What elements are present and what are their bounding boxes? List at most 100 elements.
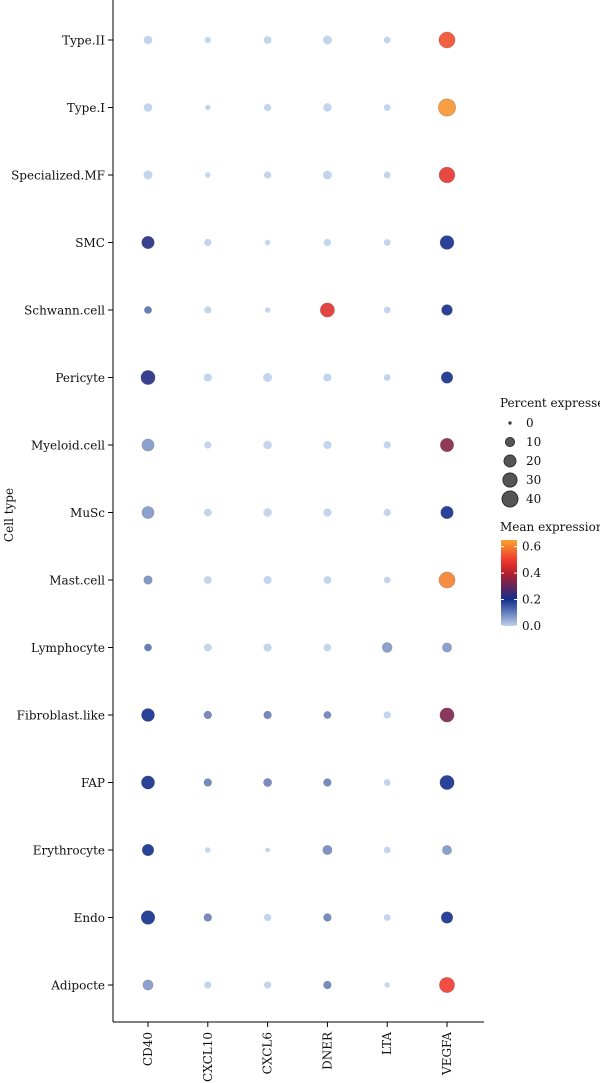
size-legend-label: 20 [526,454,541,468]
x-tick-label: CXCL10 [201,1032,215,1082]
dot-lymphocyte-cxcl10 [203,643,212,652]
y-tick-label: Myeloid.cell [31,439,105,453]
dot-adipocte-dner [323,980,332,990]
dot-pericyte-cxcl6 [263,373,273,382]
dot-endo-cxcl6 [263,913,272,922]
x-axis-ticks: CD40 CXCL10 CXCL6 DNER LTA VEGFA [141,1022,454,1082]
dot-fap-cd40 [141,775,155,790]
x-tick-label: DNER [320,1031,334,1070]
dot-specialized-mf-cxcl10 [205,172,211,178]
dot-schwann-cell-lta [383,306,391,314]
dot-type-ii-vegfa [438,31,456,49]
x-tick-label: LTA [380,1032,394,1055]
dot-type-i-cxcl10 [205,104,211,111]
dot-erythrocyte-cd40 [141,843,155,857]
size-legend-label: 40 [526,492,541,506]
size-legend: Percent expressed 0 10 20 30 40 [500,396,600,508]
dot-musc-cxcl10 [203,508,212,517]
dot-mast-cell-vegfa [438,571,456,589]
dot-type-i-vegfa [438,98,456,117]
y-tick-label: MuSc [70,506,105,520]
y-tick-label: Endo [74,911,105,925]
dot-smc-cd40 [141,235,155,250]
dot-type-i-dner [323,103,332,112]
dot-musc-cd40 [141,506,155,519]
dot-mast-cell-cd40 [143,575,153,585]
plot-area: Type.II Type.I Specialized.MF SMC Schwann.ce… [11,0,484,1082]
size-legend-label: 10 [526,435,541,449]
y-tick-label: Lymphocyte [31,641,105,655]
color-legend: Mean expression 0.0 0.2 0.4 0.6 [500,520,600,633]
dot-lymphocyte-lta [381,642,393,653]
color-legend-title: Mean expression [500,520,600,534]
dot-erythrocyte-cxcl6 [265,847,270,853]
y-tick-label: SMC [75,236,105,250]
dot-mast-cell-dner [323,576,332,584]
dot-mast-cell-lta [383,576,391,584]
dot-smc-cxcl10 [204,238,212,247]
y-axis-ticks: Type.II Type.I Specialized.MF SMC Schwann.ce… [11,34,113,993]
dot-adipocte-cxcl10 [204,981,212,989]
size-legend-items: 0 10 20 30 40 [501,416,541,508]
dot-fibroblast-like-cd40 [141,708,155,722]
dot-schwann-cell-cxcl6 [264,307,271,313]
dot-type-ii-cxcl6 [263,36,272,44]
size-legend-dot [504,436,516,448]
dot-musc-lta [383,508,391,517]
dot-type-ii-dner [322,35,332,45]
dot-schwann-cell-cd40 [144,306,152,314]
dot-fibroblast-like-vegfa [439,707,455,723]
dot-fibroblast-like-dner [323,711,332,719]
dot-myeloid-cell-cd40 [141,438,155,452]
dot-smc-vegfa [439,235,455,250]
dot-fap-cxcl10 [203,778,212,787]
y-tick-label: Fibroblast.like [17,709,105,723]
dot-musc-dner [323,508,332,517]
dot-fap-cxcl6 [263,778,272,787]
dot-endo-cd40 [140,910,156,925]
dot-erythrocyte-vegfa [442,845,452,855]
size-legend-dot [501,490,519,508]
x-tick-label: CD40 [141,1032,155,1066]
dot-type-i-cd40 [143,103,153,112]
dot-erythrocyte-cxcl10 [205,847,211,853]
dot-erythrocyte-lta [383,846,391,854]
dot-erythrocyte-dner [322,845,333,855]
dot-smc-dner [323,238,332,247]
size-legend-dot [503,454,517,468]
dot-schwann-cell-dner [319,302,335,318]
dot-pericyte-cxcl10 [203,373,212,382]
dot-smc-lta [383,239,391,246]
y-axis-label: Cell type [2,488,16,542]
color-legend-ticks: 0.0 0.2 0.4 0.6 [501,540,541,633]
dot-fap-dner [323,778,332,787]
dot-endo-vegfa [440,911,454,924]
color-tick-label: 0.6 [522,540,541,554]
color-tick-label: 0.0 [522,619,541,633]
y-tick-label: Specialized.MF [11,169,105,183]
dot-adipocte-cd40 [142,979,154,991]
y-tick-label: Mast.cell [49,574,105,588]
size-legend-label: 30 [526,473,541,487]
dot-specialized-mf-dner [322,170,332,180]
dot-fibroblast-like-cxcl6 [263,710,272,720]
dot-myeloid-cell-dner [323,440,332,450]
y-tick-label: Type.I [67,101,105,115]
size-legend-title: Percent expressed [500,396,600,410]
color-tick-label: 0.4 [522,566,541,580]
dot-type-ii-lta [383,36,391,44]
dot-adipocte-cxcl6 [263,981,272,989]
dot-mast-cell-cxcl10 [203,576,212,584]
dot-schwann-cell-vegfa [441,304,453,316]
dot-endo-lta [383,914,391,921]
dot-specialized-mf-vegfa [438,166,456,184]
x-tick-label: VEGFA [440,1032,454,1076]
dot-mast-cell-cxcl6 [263,575,272,585]
dot-myeloid-cell-cxcl10 [204,441,212,449]
dot-marks [140,31,456,993]
y-tick-label: Adipocte [50,979,105,993]
dot-pericyte-vegfa [440,371,454,384]
dot-endo-dner [323,913,332,922]
dot-type-i-lta [383,104,391,111]
